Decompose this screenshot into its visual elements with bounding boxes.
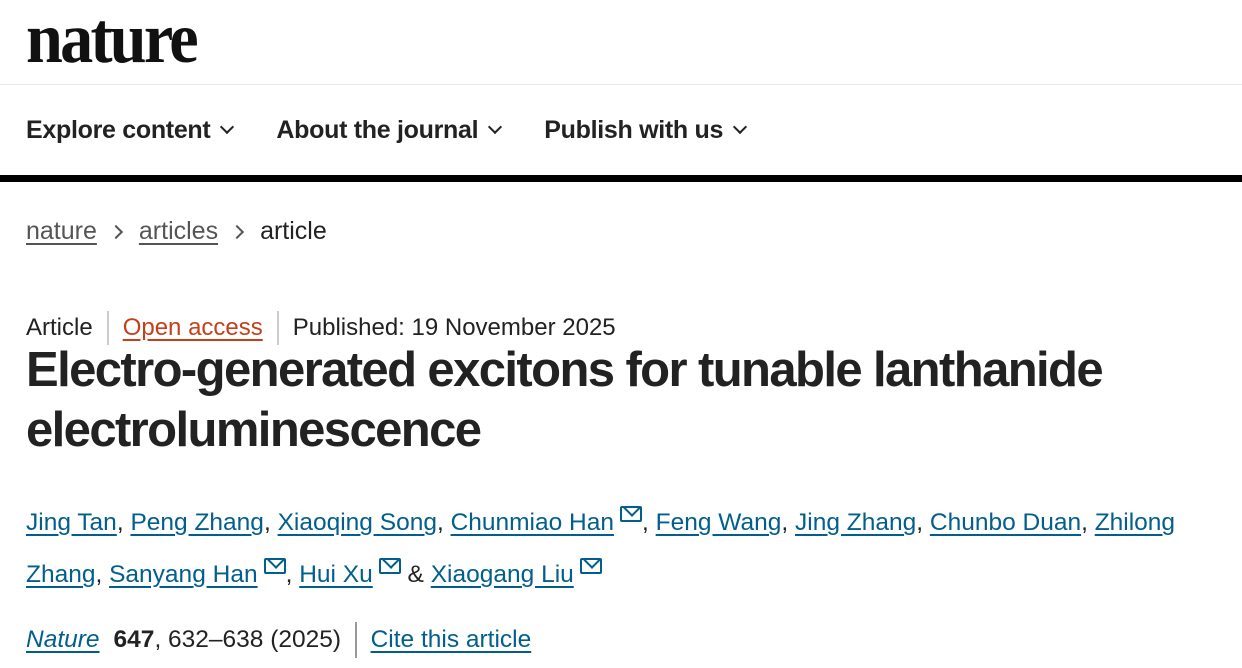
- author-separator: &: [400, 561, 431, 588]
- author-link[interactable]: Chunmiao Han: [450, 509, 615, 536]
- author-link[interactable]: Xiaoqing Song: [277, 509, 437, 536]
- breadcrumb-nature[interactable]: nature: [26, 217, 97, 245]
- email-icon[interactable]: [579, 558, 602, 574]
- author-link[interactable]: Xiaogang Liu: [430, 561, 574, 588]
- breadcrumb-current: article: [260, 217, 327, 245]
- breadcrumb-articles[interactable]: articles: [138, 217, 219, 245]
- article-title: Electro-generated excitons for tunable l…: [26, 343, 1104, 457]
- author-link[interactable]: Feng Wang: [655, 509, 782, 536]
- author-separator: ,: [781, 509, 796, 536]
- nav-publish-with-us[interactable]: Publish with us: [544, 115, 748, 145]
- divider: [276, 311, 279, 345]
- author-separator: ,: [116, 509, 131, 536]
- author-link[interactable]: Chunbo Duan: [929, 509, 1082, 536]
- chevron-down-icon: [733, 119, 748, 135]
- nature-logo[interactable]: nature: [26, 0, 199, 78]
- header: nature: [0, 0, 1242, 85]
- article-type: Article: [26, 314, 93, 341]
- nav-about-journal[interactable]: About the journal: [276, 115, 503, 145]
- author-list: Jing Tan, Peng Zhang, Xiaoqing Song, Chu…: [26, 497, 1242, 601]
- citation: Nature 647 , 632–638 (2025) Cite this ar…: [26, 622, 531, 658]
- author-separator: ,: [285, 561, 300, 588]
- breadcrumb: nature articles article: [26, 217, 327, 246]
- nav-explore-content[interactable]: Explore content: [26, 115, 235, 145]
- divider: [106, 311, 109, 345]
- journal-link[interactable]: Nature: [26, 626, 100, 653]
- author-separator: ,: [642, 509, 656, 536]
- author-separator: ,: [95, 561, 110, 588]
- chevron-right-icon: [108, 224, 123, 239]
- author-separator: ,: [916, 509, 930, 536]
- volume: 647: [113, 626, 155, 653]
- author-separator: ,: [436, 509, 451, 536]
- email-icon[interactable]: [620, 506, 643, 522]
- divider: [355, 622, 357, 658]
- pages-year: , 632–638 (2025): [154, 626, 342, 653]
- nav-label: Publish with us: [544, 115, 724, 144]
- cite-this-article-link[interactable]: Cite this article: [370, 626, 532, 653]
- author-link[interactable]: Jing Zhang: [795, 509, 917, 536]
- main-nav: Explore content About the journal Publis…: [0, 85, 1242, 182]
- chevron-down-icon: [220, 119, 235, 135]
- email-icon[interactable]: [378, 558, 401, 574]
- author-separator: ,: [263, 509, 278, 536]
- author-link[interactable]: Hui Xu: [299, 561, 373, 588]
- author-link[interactable]: Zhilong Zhang: [26, 509, 1176, 588]
- email-icon[interactable]: [263, 558, 286, 574]
- author-link[interactable]: Jing Tan: [26, 509, 117, 536]
- author-separator: ,: [1081, 509, 1095, 536]
- nav-label: About the journal: [276, 115, 479, 144]
- author-link[interactable]: Sanyang Han: [109, 561, 258, 588]
- author-link[interactable]: Peng Zhang: [130, 509, 264, 536]
- chevron-down-icon: [488, 119, 503, 135]
- chevron-right-icon: [230, 224, 245, 239]
- open-access-link[interactable]: Open access: [122, 314, 263, 341]
- nav-label: Explore content: [26, 115, 211, 144]
- article-meta: Article Open access Published: 19 Novemb…: [26, 311, 616, 345]
- published-date: Published: 19 November 2025: [292, 314, 616, 341]
